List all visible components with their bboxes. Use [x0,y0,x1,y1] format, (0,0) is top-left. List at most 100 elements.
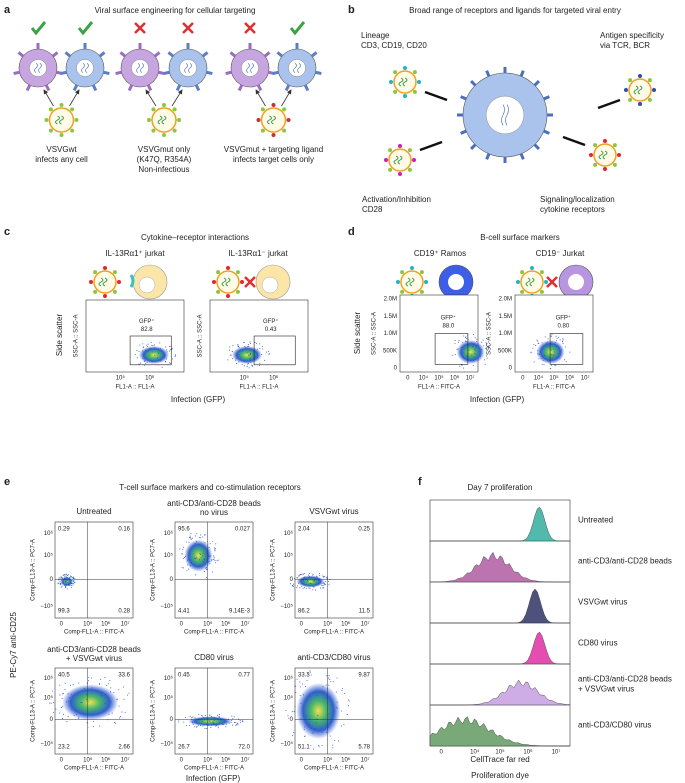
event-dot [150,347,152,349]
check-mark [77,21,94,36]
glycoprotein [593,162,598,167]
event-dot [108,683,110,685]
event-dot [184,556,186,558]
event-dot [461,346,463,348]
event-dot [61,578,63,580]
receptor [60,70,67,76]
event-dot [249,359,251,361]
event-dot [309,575,311,577]
quadrant-value: 26.7 [178,745,190,751]
receptor [225,70,232,76]
event-dot [234,721,236,723]
event-dot [472,365,474,367]
x-tick-label: 10⁵ [549,375,559,382]
event-dot [200,557,202,559]
event-dot [86,722,88,724]
receptor [469,79,477,87]
event-dot [325,581,327,583]
event-dot [306,680,308,682]
glycoprotein [624,88,628,92]
event-dot [105,694,107,696]
event-dot [559,339,561,341]
event-dot [559,357,561,359]
cell-cloud [184,539,213,572]
event-dot [201,720,203,722]
event-dot [189,537,191,539]
event-dot [211,560,213,562]
event-dot [550,349,552,351]
event-dot [195,558,197,560]
event-dot [569,351,571,353]
event-dot [247,345,249,347]
receptor [519,70,525,77]
quadrant-value: 40.5 [58,673,70,679]
cell-cloud [296,575,325,588]
event-dot [65,587,67,589]
x-axis-label: FL1-A :: FITC-A [418,385,460,391]
event-dot [181,566,183,568]
event-dot [253,356,255,358]
event-dot [324,583,326,585]
event-dot [485,355,487,357]
event-dot [203,558,205,560]
event-dot [310,583,312,585]
x-tick-label: 10⁵ [323,621,333,628]
cell-cloud [296,683,341,739]
arrow [255,89,266,107]
event-dot [303,694,305,696]
event-dot [231,724,233,726]
event-dot [64,574,66,576]
receptor [51,51,59,58]
event-dot [480,348,482,350]
event-dot [259,347,261,349]
event-dot [143,361,145,363]
event-dot [49,702,51,704]
event-dot [65,580,67,582]
quadrant-value: 4.41 [178,609,190,615]
event-dot [301,586,303,588]
event-dot [64,584,66,586]
event-dot [65,583,67,585]
receptor-label: Lineage [361,31,390,40]
event-dot [486,343,488,345]
event-dot [61,585,63,587]
glycoprotein [407,167,412,172]
event-dot [475,345,477,347]
event-dot [332,744,334,746]
event-dot [100,692,102,694]
event-dot [157,348,159,350]
event-dot [227,359,229,361]
connector [419,140,443,152]
glycoprotein [388,167,393,172]
event-dot [183,721,185,723]
event-dot [209,563,211,565]
event-dot [299,587,301,589]
event-dot [228,722,230,724]
event-dot [123,686,125,688]
gate-value: 82.8 [141,327,153,333]
event-dot [110,687,112,689]
event-dot [554,342,556,344]
event-dot [212,716,214,718]
event-dot [297,575,299,577]
event-dot [151,351,153,353]
event-dot [118,717,120,719]
event-dot [174,354,176,356]
event-dot [262,346,264,348]
event-dot [312,573,314,575]
receptor [284,84,291,92]
glycoprotein [271,133,276,137]
panel-letter: e [4,476,10,488]
event-dot [214,549,216,551]
event-dot [195,574,197,576]
event-dot [205,717,207,719]
event-dot [65,581,67,583]
event-dot [70,693,72,695]
event-dot [66,584,68,586]
event-dot [551,357,553,359]
dna [184,62,192,74]
event-dot [551,333,553,335]
event-dot [190,533,192,535]
event-dot [259,343,261,345]
receptor [469,143,477,151]
